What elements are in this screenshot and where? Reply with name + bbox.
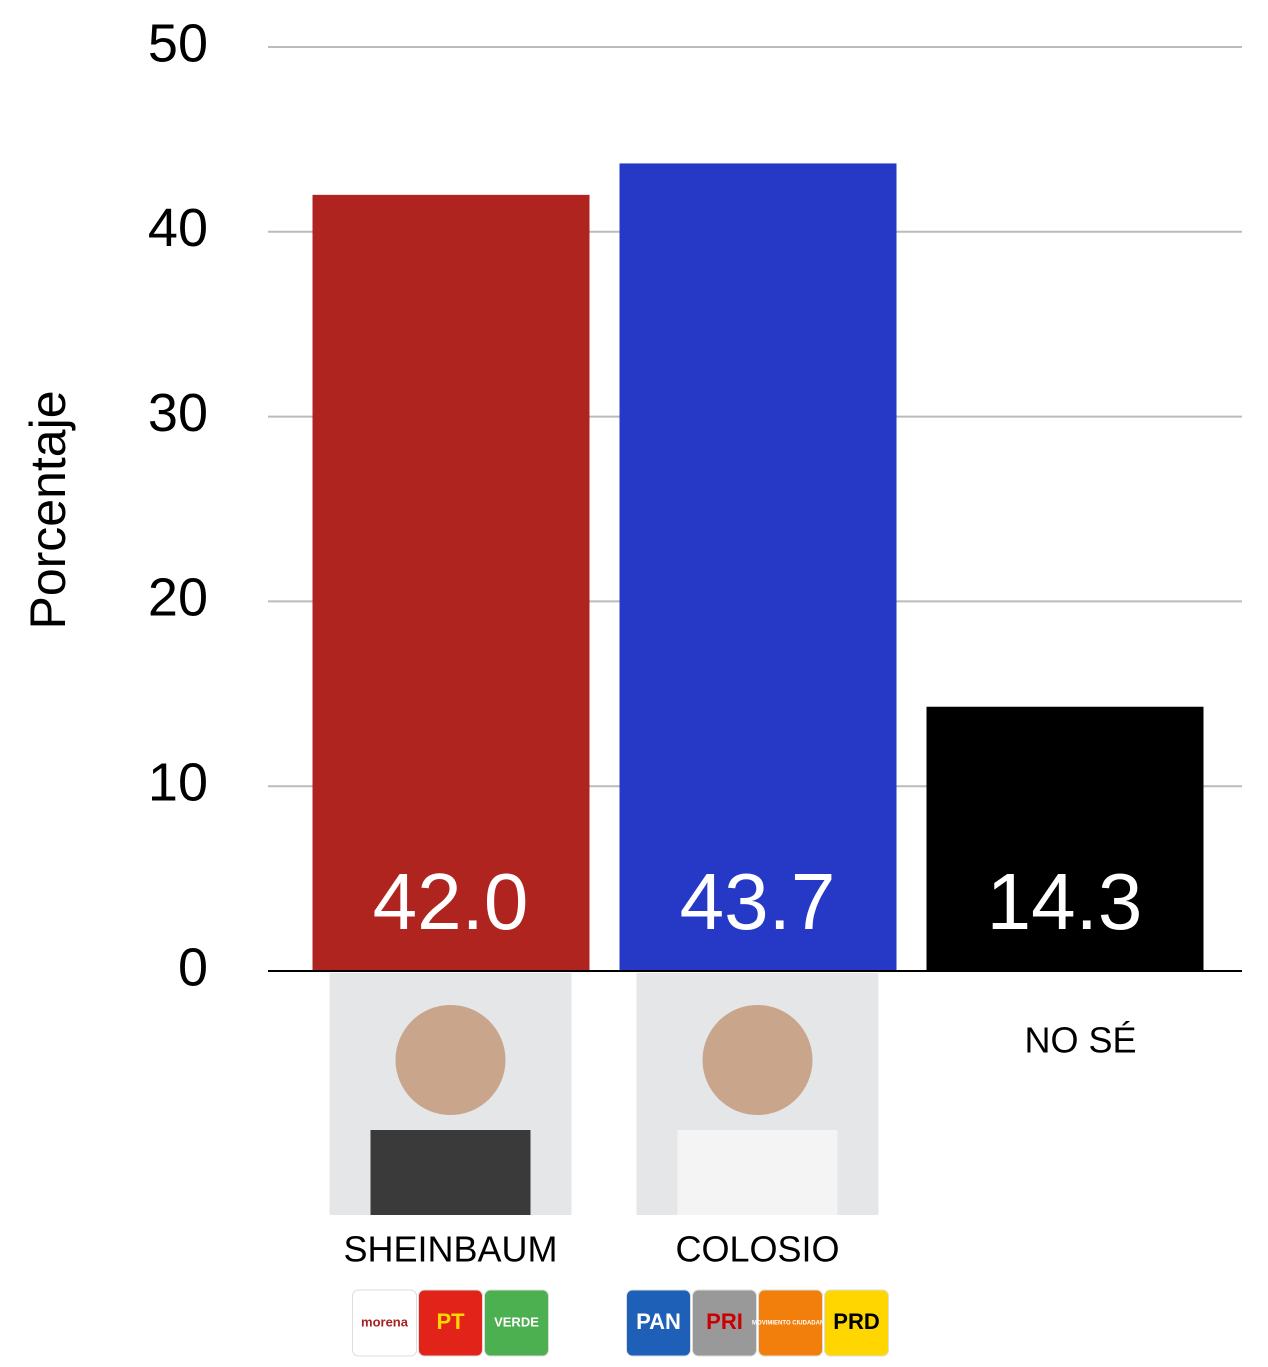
photo-body <box>370 1130 531 1215</box>
value-label: 42.0 <box>373 857 529 946</box>
category-label: COLOSIO <box>675 1229 839 1270</box>
party-logo <box>692 1289 757 1357</box>
bar <box>312 194 590 972</box>
bar <box>926 706 1204 971</box>
category-label: SHEINBAUM <box>343 1229 557 1270</box>
y-tick-label: 50 <box>148 13 208 73</box>
photo-head <box>702 1005 813 1115</box>
party-logo-text: morena <box>361 1314 409 1329</box>
photo-head <box>395 1005 506 1115</box>
party-logo <box>758 1289 823 1357</box>
party-logo <box>352 1289 417 1357</box>
value-label: 43.7 <box>680 857 836 946</box>
y-axis-label: Porcentaje <box>20 390 76 629</box>
party-logo-text: PT <box>436 1309 465 1334</box>
category-label: NO SÉ <box>1024 1020 1136 1061</box>
party-logo-text: PRD <box>833 1309 879 1334</box>
y-tick-label: 30 <box>148 383 208 443</box>
value-label: 14.3 <box>987 857 1143 946</box>
party-logo <box>824 1289 889 1357</box>
bar <box>619 163 897 971</box>
party-logo <box>418 1289 483 1357</box>
party-logo-text: PRI <box>706 1309 743 1334</box>
party-logo <box>626 1289 691 1357</box>
y-tick-label: 0 <box>178 937 208 997</box>
party-logo-text: VERDE <box>494 1314 539 1329</box>
party-logo <box>484 1289 549 1357</box>
photo-body <box>677 1130 838 1215</box>
party-logo-text: MOVIMIENTO CIUDADANO <box>752 1321 829 1327</box>
y-tick-label: 20 <box>148 568 208 628</box>
party-logo-text: PAN <box>636 1309 681 1334</box>
y-tick-label: 10 <box>148 752 208 812</box>
y-tick-label: 40 <box>148 198 208 258</box>
